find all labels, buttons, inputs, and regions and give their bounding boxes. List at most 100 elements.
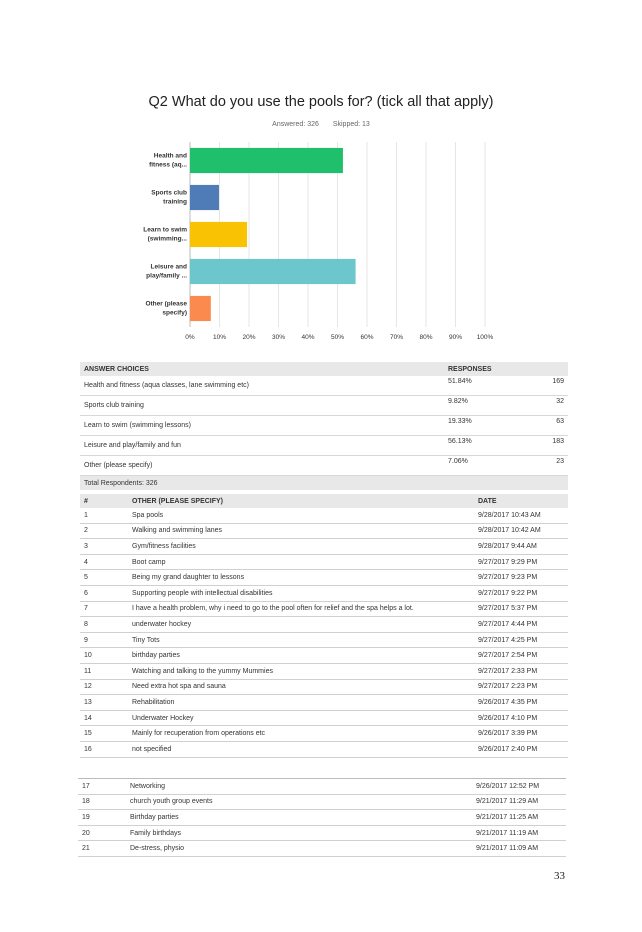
answered-count: Answered: 326 <box>272 121 319 128</box>
col-number: # <box>80 494 128 508</box>
skipped-count: Skipped: 13 <box>332 121 370 128</box>
response-stats: Answered: 326 Skipped: 13 <box>0 121 642 128</box>
response-row: 5 Being my grand daughter to lessons 9/27/… <box>80 569 568 586</box>
response-date: 9/21/2017 11:25 AM <box>472 809 566 826</box>
response-number: 14 <box>80 710 128 727</box>
x-tick-label: 70% <box>390 334 403 341</box>
response-number: 16 <box>80 741 128 758</box>
category-label: Sports club <box>151 190 187 197</box>
response-count: 23 <box>540 455 568 476</box>
response-text: Networking <box>126 778 472 795</box>
response-date: 9/21/2017 11:09 AM <box>472 840 566 857</box>
response-date: 9/26/2017 3:39 PM <box>474 725 568 742</box>
x-tick-label: 80% <box>419 334 432 341</box>
response-text: birthday parties <box>128 647 474 664</box>
x-tick-label: 30% <box>272 334 285 341</box>
response-text: church youth group events <box>126 794 472 811</box>
response-date: 9/27/2017 9:23 PM <box>474 569 568 586</box>
response-date: 9/27/2017 5:37 PM <box>474 601 568 618</box>
response-percent: 56.13% <box>444 435 540 456</box>
response-percent: 9.82% <box>444 395 540 416</box>
category-label: (swimming... <box>148 236 188 243</box>
category-label: Other (please <box>145 301 187 308</box>
response-number: 11 <box>80 663 128 680</box>
response-text: Rehabilitation <box>128 694 474 711</box>
total-respondents: Total Respondents: 326 <box>80 475 568 490</box>
response-number: 21 <box>78 840 126 857</box>
response-count: 63 <box>540 415 568 436</box>
x-tick-label: 40% <box>301 334 314 341</box>
response-text: De-stress, physio <box>126 840 472 857</box>
answer-choice: Health and fitness (aqua classes, lane s… <box>80 376 444 396</box>
response-text: not specified <box>128 741 474 758</box>
col-date: DATE <box>474 494 568 508</box>
answer-row: Leisure and play/family and fun 56.13% 183 <box>80 435 568 456</box>
response-text: Family birthdays <box>126 825 472 842</box>
response-number: 18 <box>78 794 126 811</box>
response-row: 10 birthday parties 9/27/2017 2:54 PM <box>80 647 568 664</box>
response-text: Boot camp <box>128 554 474 571</box>
answer-row: Health and fitness (aqua classes, lane s… <box>80 376 568 396</box>
col-other-specify: OTHER (PLEASE SPECIFY) <box>128 494 474 508</box>
x-tick-label: 50% <box>331 334 344 341</box>
response-number: 2 <box>80 523 128 540</box>
bar <box>190 258 356 285</box>
response-number: 1 <box>80 508 128 524</box>
response-text: Watching and talking to the yummy Mummie… <box>128 663 474 680</box>
other-specify-table-continued: 17 Networking 9/26/2017 12:52 PM 18 church y… <box>78 778 566 857</box>
response-row: 3 Gym/fitness facilities 9/28/2017 9:44 AM <box>80 538 568 555</box>
response-row: 12 Need extra hot spa and sauna 9/27/2017 … <box>80 679 568 696</box>
response-date: 9/28/2017 9:44 AM <box>474 538 568 555</box>
response-text: Underwater Hockey <box>128 710 474 727</box>
response-percent: 19.33% <box>444 415 540 436</box>
response-text: I have a health problem, why i need to g… <box>128 601 474 618</box>
response-row: 8 underwater hockey 9/27/2017 4:44 PM <box>80 616 568 633</box>
response-date: 9/26/2017 4:10 PM <box>474 710 568 727</box>
response-number: 6 <box>80 585 128 602</box>
other-specify-table: # OTHER (PLEASE SPECIFY) DATE 1 Spa pools… <box>80 494 568 758</box>
response-number: 5 <box>80 569 128 586</box>
response-number: 19 <box>78 809 126 826</box>
answer-choice: Leisure and play/family and fun <box>80 435 444 456</box>
answer-choice: Other (please specify) <box>80 455 444 476</box>
response-date: 9/26/2017 12:52 PM <box>472 778 566 795</box>
response-date: 9/28/2017 10:42 AM <box>474 523 568 540</box>
response-date: 9/21/2017 11:19 AM <box>472 825 566 842</box>
x-tick-label: 100% <box>477 334 494 341</box>
x-tick-label: 60% <box>360 334 373 341</box>
response-number: 9 <box>80 632 128 649</box>
category-label: training <box>163 199 187 206</box>
answer-row: Learn to swim (swimming lessons) 19.33% 63 <box>80 415 568 436</box>
response-number: 15 <box>80 725 128 742</box>
other-header-row: # OTHER (PLEASE SPECIFY) DATE <box>80 494 568 508</box>
response-count: 32 <box>540 395 568 416</box>
response-date: 9/27/2017 2:54 PM <box>474 647 568 664</box>
response-row: 2 Walking and swimming lanes 9/28/2017 10:… <box>80 523 568 540</box>
response-date: 9/27/2017 9:22 PM <box>474 585 568 602</box>
response-date: 9/27/2017 4:44 PM <box>474 616 568 633</box>
response-text: underwater hockey <box>128 616 474 633</box>
response-percent: 51.84% <box>444 376 540 396</box>
response-row: 19 Birthday parties 9/21/2017 11:25 AM <box>78 809 566 826</box>
response-row: 4 Boot camp 9/27/2017 9:29 PM <box>80 554 568 571</box>
response-text: Gym/fitness facilities <box>128 538 474 555</box>
bar <box>190 295 211 322</box>
response-date: 9/27/2017 2:33 PM <box>474 663 568 680</box>
response-date: 9/28/2017 10:43 AM <box>474 508 568 524</box>
bar <box>190 184 219 211</box>
col-responses: RESPONSES <box>444 362 568 376</box>
answer-row: Other (please specify) 7.06% 23 <box>80 455 568 476</box>
x-tick-label: 10% <box>213 334 226 341</box>
response-number: 8 <box>80 616 128 633</box>
response-date: 9/26/2017 2:40 PM <box>474 741 568 758</box>
response-row: 9 Tiny Tots 9/27/2017 4:25 PM <box>80 632 568 649</box>
response-count: 169 <box>540 376 568 396</box>
page-number: 33 <box>554 870 565 882</box>
bar <box>190 147 343 174</box>
response-text: Supporting people with intellectual disa… <box>128 585 474 602</box>
answer-choice: Sports club training <box>80 395 444 416</box>
response-text: Walking and swimming lanes <box>128 523 474 540</box>
x-tick-label: 0% <box>185 334 195 341</box>
response-text: Tiny Tots <box>128 632 474 649</box>
